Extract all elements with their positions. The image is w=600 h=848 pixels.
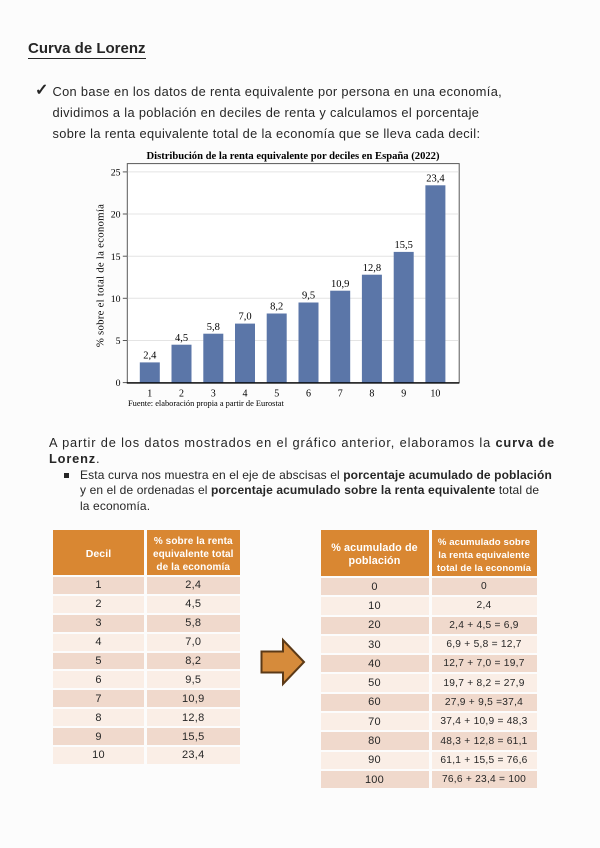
svg-text:12,8: 12,8 [363,263,381,274]
svg-text:4: 4 [243,389,248,400]
svg-text:15: 15 [111,252,121,263]
svg-text:7: 7 [338,389,343,400]
svg-text:25: 25 [111,168,121,179]
svg-text:2: 2 [179,389,184,400]
svg-text:% sobre el total de la economí: % sobre el total de la economía [94,204,106,347]
svg-text:4,5: 4,5 [175,333,188,344]
svg-text:10: 10 [430,389,440,400]
svg-text:20: 20 [111,210,121,221]
svg-text:5: 5 [116,336,121,347]
svg-text:15,5: 15,5 [395,240,413,251]
svg-text:6: 6 [306,389,311,400]
svg-text:5: 5 [274,389,279,400]
svg-text:10,9: 10,9 [331,279,349,290]
svg-text:9: 9 [401,389,406,400]
svg-text:7,0: 7,0 [238,312,251,323]
svg-text:8: 8 [369,389,374,400]
svg-text:1: 1 [147,389,152,400]
svg-text:10: 10 [111,294,121,305]
svg-text:8,2: 8,2 [270,302,283,313]
svg-text:9,5: 9,5 [302,291,315,302]
svg-text:23,4: 23,4 [426,173,445,184]
svg-text:2,4: 2,4 [143,351,157,362]
svg-text:Distribución de la renta equiv: Distribución de la renta equivalente por… [146,151,439,162]
svg-text:5,8: 5,8 [207,322,220,333]
svg-text:Fuente: elaboración propia a p: Fuente: elaboración propia a partir de E… [128,399,284,408]
svg-text:3: 3 [211,389,216,400]
svg-text:0: 0 [116,378,121,389]
